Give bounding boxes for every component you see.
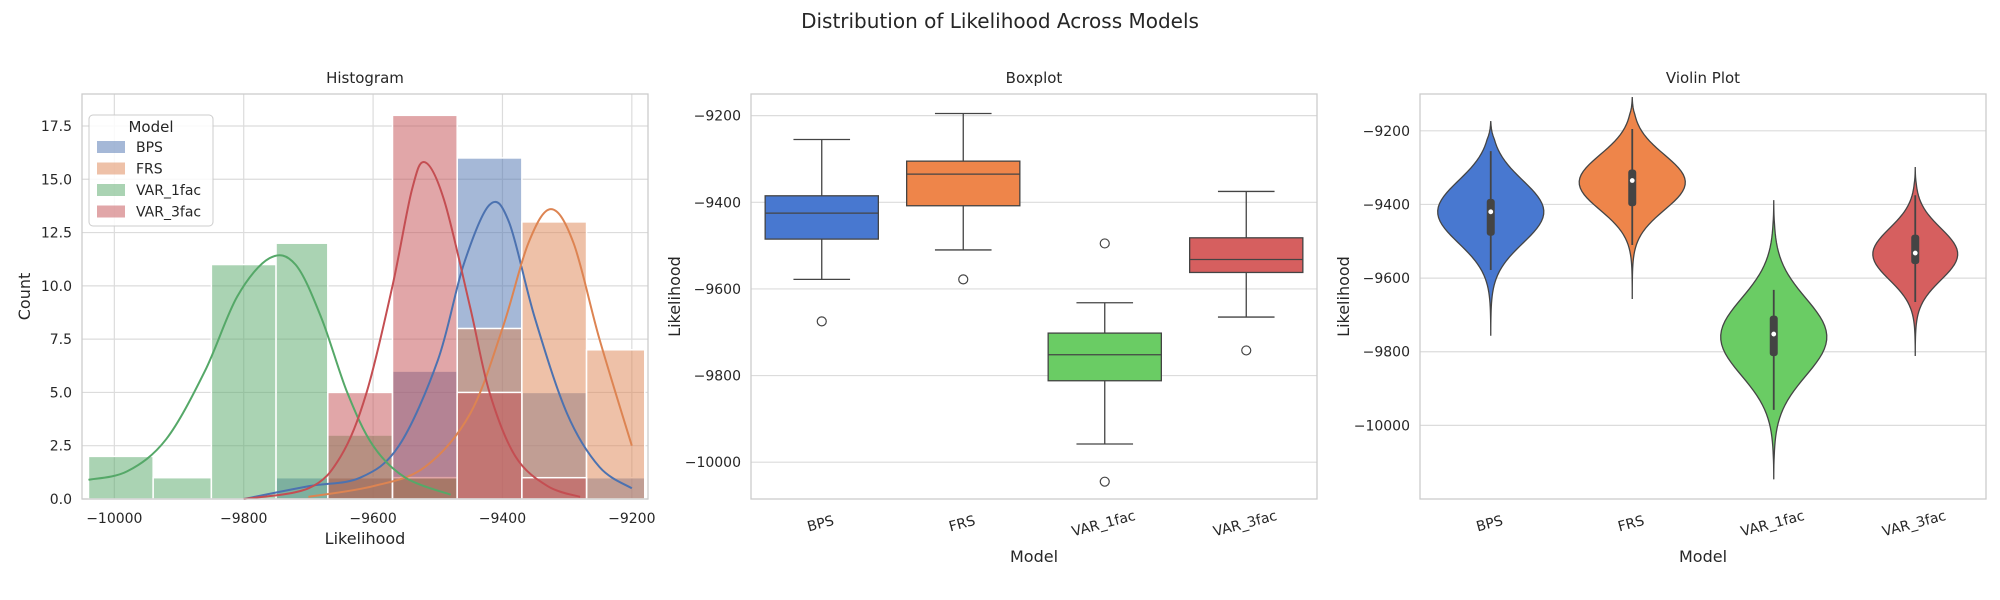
boxplot-panel: −10000 −9800 −9600 −9400 −9200 BPS FRS VAR_1fac… bbox=[665, 69, 1318, 566]
violin-panel: −10000 −9800 −9600 −9400 −9200 BPS FRS VAR_1fac… bbox=[1334, 69, 1987, 566]
legend-label: FRS bbox=[136, 162, 163, 178]
y-tick-label: 15.0 bbox=[41, 172, 72, 188]
histogram-panel: −10000 −9800 −9600 −9400 −9200 0.0 2.5 5.0 7.5 10… bbox=[15, 69, 656, 548]
y-tick-label: −9600 bbox=[694, 282, 741, 298]
violin-iqr-box-bps bbox=[1486, 198, 1495, 236]
x-tick-label: −9200 bbox=[608, 511, 655, 527]
legend-label: BPS bbox=[136, 140, 163, 156]
outlier-point-bps bbox=[816, 316, 827, 327]
histogram-bar-frs bbox=[521, 221, 588, 500]
x-axis-label: Model bbox=[1679, 547, 1727, 566]
kde-curve-bps bbox=[243, 200, 633, 500]
y-tick-label: 0.0 bbox=[50, 492, 72, 508]
histogram-bar-var_1fac bbox=[152, 476, 213, 500]
x-tick-label: VAR_3fac bbox=[1881, 508, 1948, 540]
x-tick-label: VAR_3fac bbox=[1212, 508, 1279, 540]
legend-label: VAR_3fac bbox=[136, 205, 201, 221]
legend-swatch-frs bbox=[97, 162, 125, 175]
x-tick-label: −9600 bbox=[349, 511, 396, 527]
histogram-bar-var_1fac bbox=[275, 242, 329, 500]
y-tick-label: 7.5 bbox=[50, 332, 72, 348]
y-tick-label: −9800 bbox=[694, 369, 741, 385]
box-frs bbox=[906, 160, 1021, 207]
outlier-point-var_1fac bbox=[1099, 476, 1110, 487]
y-tick-label: −9400 bbox=[1363, 197, 1410, 213]
histogram-bar-var_3fac bbox=[391, 114, 458, 500]
legend-swatch-var_3fac bbox=[97, 205, 125, 218]
axes-frame bbox=[81, 93, 649, 500]
violin-iqr-box-var_3fac bbox=[1911, 234, 1920, 265]
histogram-bar-var_3fac bbox=[456, 391, 523, 500]
panel-title: Violin Plot bbox=[1666, 69, 1740, 87]
violin-iqr-box-frs bbox=[1628, 169, 1637, 207]
y-tick-label: −10000 bbox=[1354, 418, 1410, 434]
x-axis-label: Likelihood bbox=[325, 529, 406, 548]
x-tick-label: −9400 bbox=[479, 511, 526, 527]
plot-area bbox=[751, 94, 1317, 499]
histogram-bar-var_1fac bbox=[87, 455, 154, 500]
violin-median-var_1fac bbox=[1771, 331, 1777, 337]
y-axis-label: Likelihood bbox=[1334, 256, 1353, 337]
axes-frame bbox=[1419, 93, 1987, 500]
x-tick-label: FRS bbox=[947, 513, 977, 535]
axes-frame bbox=[750, 93, 1318, 500]
y-tick-label: −9200 bbox=[694, 109, 741, 125]
y-tick-label: 12.5 bbox=[41, 226, 72, 242]
histogram-bar-frs bbox=[585, 349, 646, 500]
x-tick-label: −10000 bbox=[86, 511, 142, 527]
box-var_3fac bbox=[1189, 237, 1304, 274]
x-tick-label: VAR_1fac bbox=[1070, 508, 1137, 540]
x-tick-label: BPS bbox=[1475, 513, 1505, 535]
outlier-point-frs bbox=[958, 274, 969, 285]
histogram-bar-var_1fac bbox=[210, 263, 277, 500]
x-axis-label: Model bbox=[1010, 547, 1058, 566]
violin-median-frs bbox=[1629, 178, 1635, 183]
legend-swatch-var_1fac bbox=[97, 184, 125, 196]
panel-title: Boxplot bbox=[1006, 69, 1063, 87]
y-tick-label: 10.0 bbox=[41, 279, 72, 295]
y-tick-label: −9800 bbox=[1363, 345, 1410, 361]
legend-title: Model bbox=[128, 118, 173, 136]
x-tick-label: VAR_1fac bbox=[1739, 508, 1806, 540]
x-tick-label: −9800 bbox=[220, 511, 267, 527]
box-bps bbox=[764, 195, 880, 240]
outlier-point-var_1fac bbox=[1099, 238, 1110, 249]
y-axis-label: Likelihood bbox=[665, 256, 684, 337]
y-tick-label: −9400 bbox=[694, 195, 741, 211]
kde-curve-var_3fac bbox=[243, 161, 581, 500]
figure-suptitle: Distribution of Likelihood Across Models bbox=[801, 9, 1199, 33]
violin-median-bps bbox=[1488, 209, 1494, 215]
panel-title: Histogram bbox=[326, 69, 404, 87]
x-tick-label: FRS bbox=[1616, 513, 1646, 535]
legend-label: VAR_1fac bbox=[136, 183, 201, 199]
violin-median-var_3fac bbox=[1912, 250, 1918, 256]
y-tick-label: −9200 bbox=[1363, 124, 1410, 140]
legend: Model BPS FRS VAR_1fac VAR_3fac bbox=[88, 114, 214, 227]
box-var_1fac bbox=[1047, 332, 1163, 382]
y-tick-label: 2.5 bbox=[50, 439, 72, 455]
y-tick-label: −9600 bbox=[1363, 271, 1410, 287]
x-tick-label: BPS bbox=[806, 513, 836, 535]
y-tick-label: 17.5 bbox=[41, 119, 72, 135]
y-tick-label: 5.0 bbox=[50, 385, 72, 401]
kde-curve-var_1fac bbox=[88, 254, 452, 496]
plot-area bbox=[1420, 94, 1986, 499]
outlier-point-var_3fac bbox=[1241, 345, 1252, 356]
y-axis-label: Count bbox=[15, 273, 34, 321]
legend-swatch-bps bbox=[97, 141, 125, 153]
y-tick-label: −10000 bbox=[685, 455, 741, 471]
